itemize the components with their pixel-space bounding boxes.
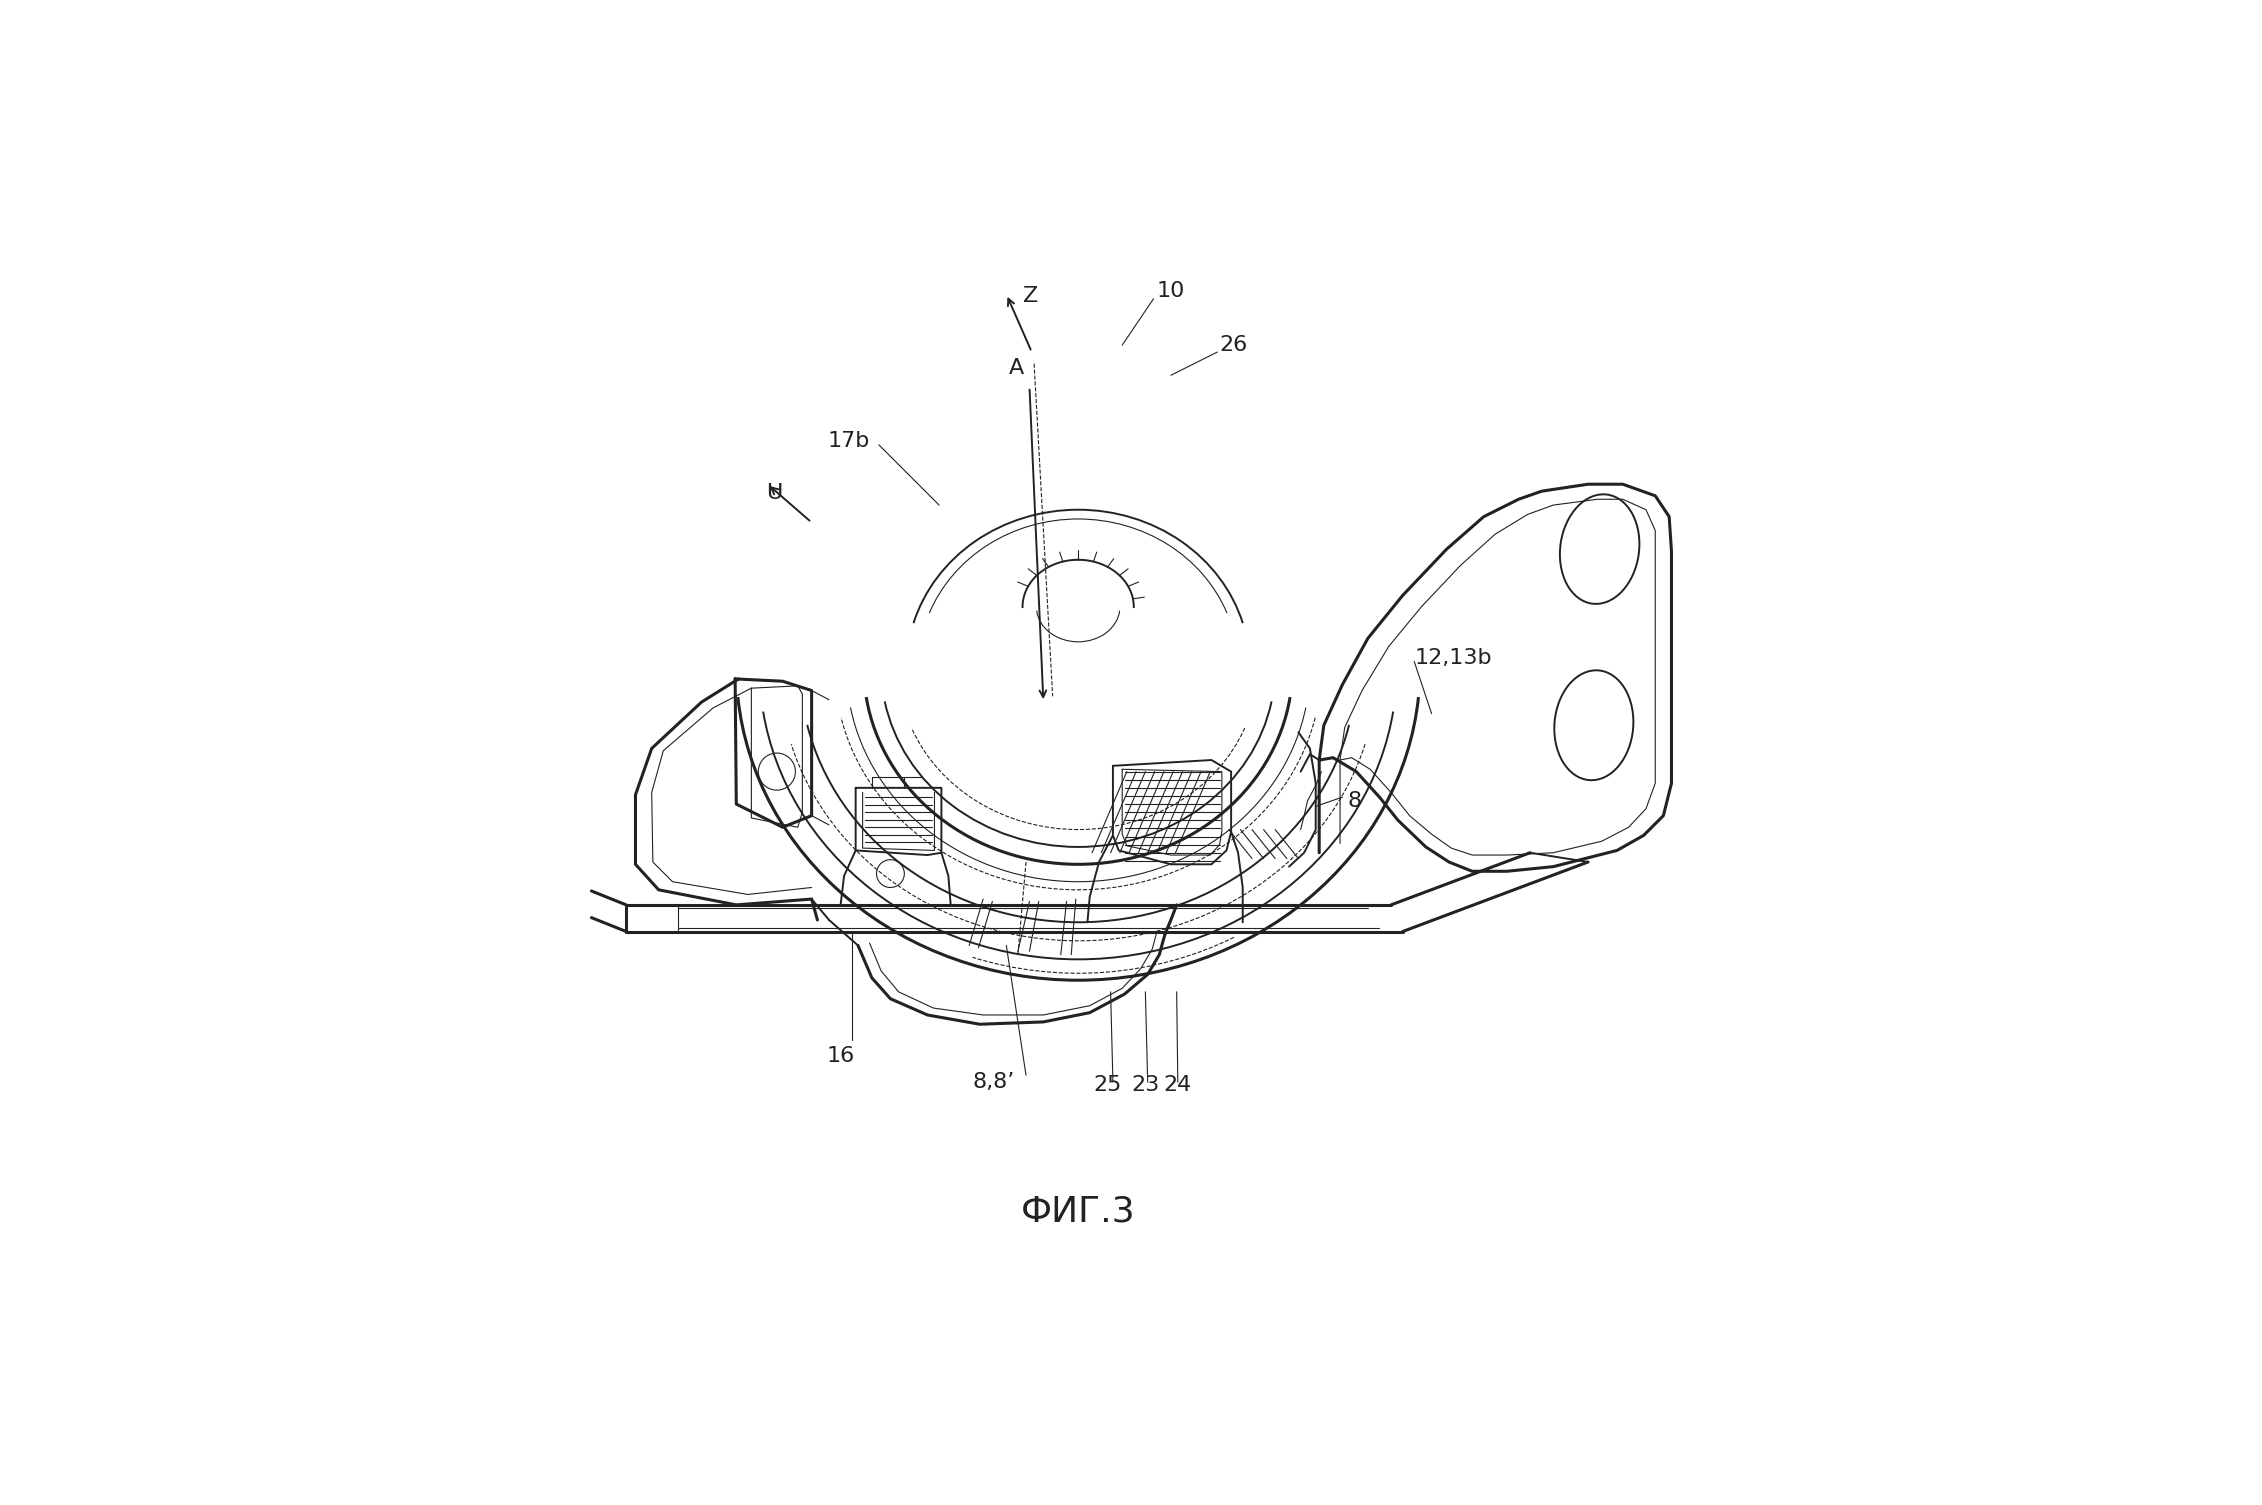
Text: ФИГ.3: ФИГ.3 — [1020, 1195, 1136, 1230]
Text: U: U — [767, 483, 783, 504]
Text: 12,13b: 12,13b — [1414, 649, 1493, 668]
Text: 23: 23 — [1131, 1075, 1160, 1094]
Text: 17b: 17b — [828, 432, 869, 451]
Text: 26: 26 — [1219, 336, 1249, 355]
Text: 8,8’: 8,8’ — [973, 1072, 1013, 1093]
Text: A: A — [1009, 358, 1025, 378]
Text: 24: 24 — [1163, 1075, 1192, 1094]
Text: 25: 25 — [1093, 1075, 1122, 1094]
Text: 10: 10 — [1156, 281, 1185, 301]
Text: 8: 8 — [1346, 790, 1362, 811]
Text: Z: Z — [1022, 286, 1038, 307]
Text: 16: 16 — [826, 1046, 855, 1066]
